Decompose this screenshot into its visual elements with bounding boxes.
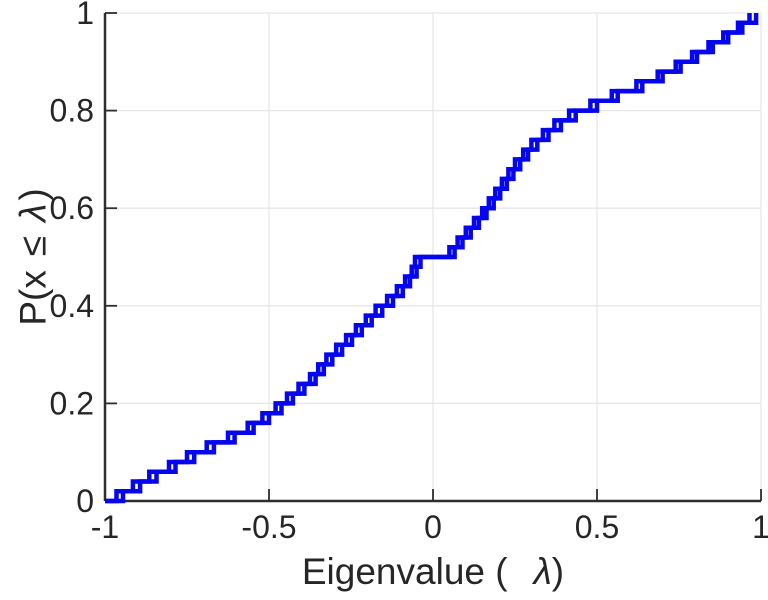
- y-tick-label: 0.4: [50, 288, 94, 324]
- y-tick-label: 0: [76, 483, 94, 519]
- ecdf-series-2-line: [105, 13, 759, 504]
- y-axis-label: P(x ≤ λ): [12, 188, 54, 326]
- y-axis-label-text: P(x: [12, 270, 54, 326]
- y-tick-label: 0.8: [50, 93, 94, 129]
- x-tick-label: 1: [752, 509, 768, 545]
- x-tick-label: 0.5: [575, 509, 619, 545]
- y-tick-label: 0.2: [50, 385, 94, 421]
- x-axis-label-close: ): [551, 551, 565, 592]
- x-tick-label: -1: [91, 509, 119, 545]
- x-tick-label: 0: [424, 509, 442, 545]
- y-tick-label: 0.6: [50, 190, 94, 226]
- y-tick-label: 1: [76, 0, 94, 31]
- lambda-symbol: λ: [533, 551, 552, 592]
- lambda-symbol: λ: [12, 203, 54, 222]
- y-axis-label-close: ): [12, 188, 54, 201]
- x-axis-label-text: Eigenvalue (: [301, 551, 508, 592]
- leq-symbol: ≤: [12, 235, 54, 257]
- x-axis-label: Eigenvalue ( λ): [302, 553, 564, 590]
- x-tick-label: -0.5: [241, 509, 296, 545]
